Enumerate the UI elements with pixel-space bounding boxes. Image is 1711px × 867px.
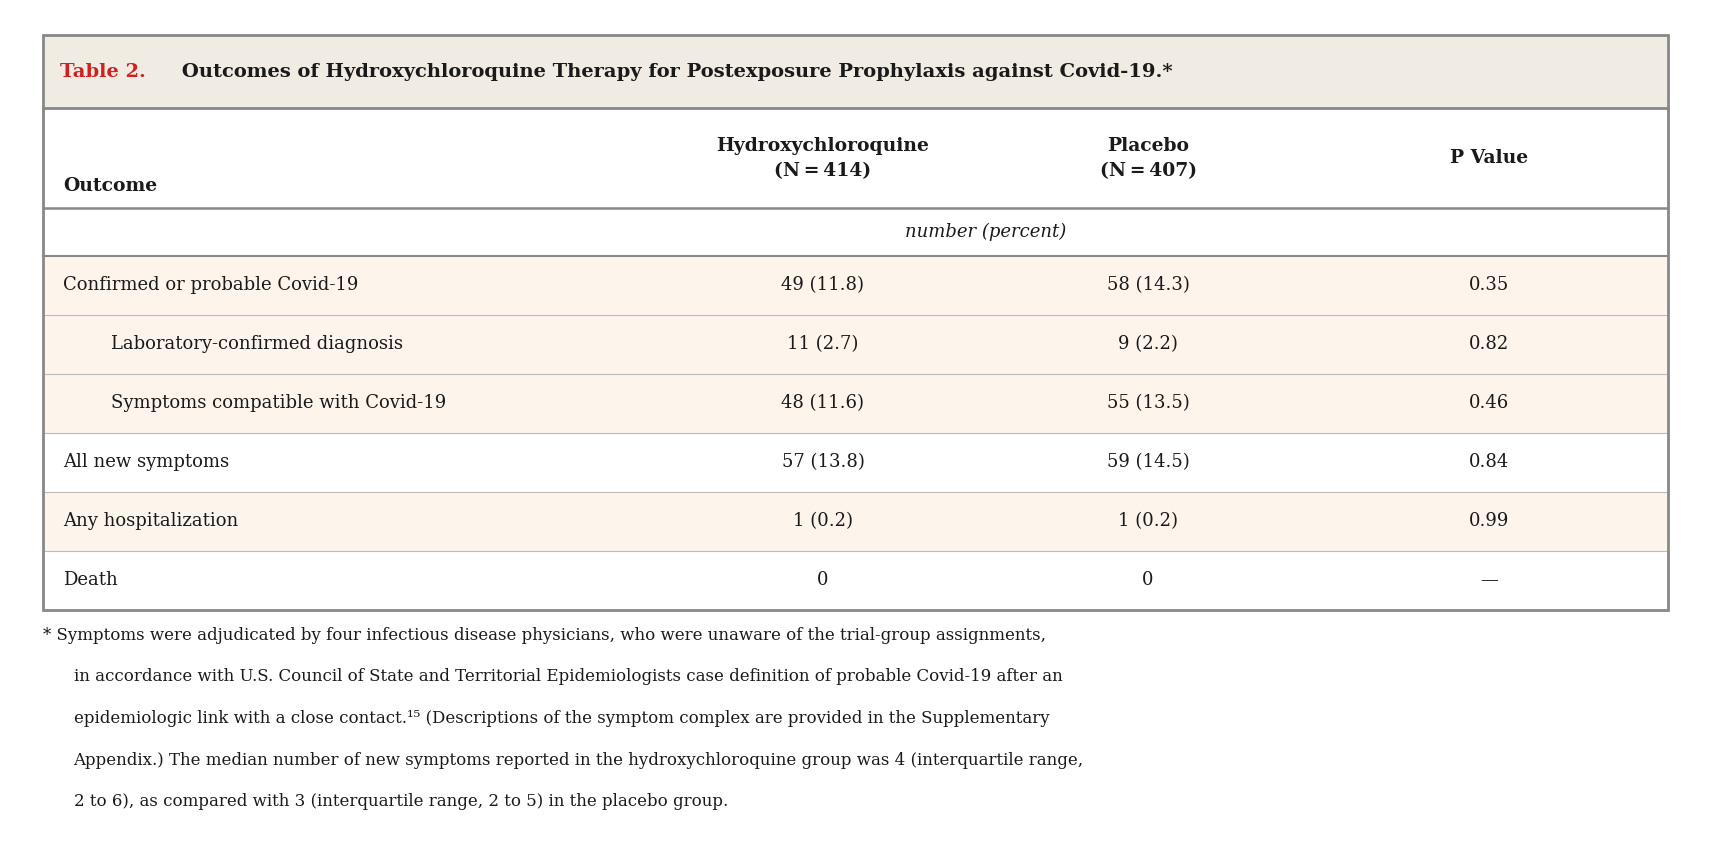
Text: 0.99: 0.99 bbox=[1470, 512, 1509, 530]
Text: —: — bbox=[1480, 571, 1499, 589]
Text: Symptoms compatible with Covid-19: Symptoms compatible with Covid-19 bbox=[111, 394, 447, 412]
Text: number (percent): number (percent) bbox=[905, 223, 1066, 241]
Text: 1 (0.2): 1 (0.2) bbox=[792, 512, 854, 530]
Text: P Value: P Value bbox=[1451, 149, 1528, 167]
Text: 0.35: 0.35 bbox=[1470, 277, 1509, 294]
Bar bbox=[43, 108, 1668, 208]
Text: in accordance with U.S. Council of State and Territorial Epidemiologists case de: in accordance with U.S. Council of State… bbox=[74, 668, 1063, 686]
Bar bbox=[43, 35, 1668, 108]
Text: 2 to 6), as compared with 3 (interquartile range, 2 to 5) in the placebo group.: 2 to 6), as compared with 3 (interquarti… bbox=[74, 793, 727, 811]
Bar bbox=[43, 551, 1668, 610]
Text: 57 (13.8): 57 (13.8) bbox=[782, 453, 864, 471]
Text: Laboratory-confirmed diagnosis: Laboratory-confirmed diagnosis bbox=[111, 336, 404, 353]
Text: 0.46: 0.46 bbox=[1470, 394, 1509, 412]
Text: epidemiologic link with a close contact.¹⁵ (Descriptions of the symptom complex : epidemiologic link with a close contact.… bbox=[74, 710, 1049, 727]
Text: Placebo
(N = 407): Placebo (N = 407) bbox=[1100, 137, 1196, 179]
Text: Death: Death bbox=[63, 571, 118, 589]
Text: 48 (11.6): 48 (11.6) bbox=[782, 394, 864, 412]
Text: 1 (0.2): 1 (0.2) bbox=[1117, 512, 1179, 530]
Bar bbox=[43, 492, 1668, 551]
Text: Appendix.) The median number of new symptoms reported in the hydroxychloroquine : Appendix.) The median number of new symp… bbox=[74, 752, 1083, 769]
Bar bbox=[43, 256, 1668, 315]
Text: 0: 0 bbox=[1143, 571, 1153, 589]
Text: 0.82: 0.82 bbox=[1470, 336, 1509, 353]
Text: Any hospitalization: Any hospitalization bbox=[63, 512, 238, 530]
Text: 49 (11.8): 49 (11.8) bbox=[782, 277, 864, 294]
Bar bbox=[43, 208, 1668, 256]
Text: 0: 0 bbox=[818, 571, 828, 589]
Text: 11 (2.7): 11 (2.7) bbox=[787, 336, 859, 353]
Text: Table 2.: Table 2. bbox=[60, 62, 145, 81]
Text: Confirmed or probable Covid-19: Confirmed or probable Covid-19 bbox=[63, 277, 359, 294]
Text: 59 (14.5): 59 (14.5) bbox=[1107, 453, 1189, 471]
Bar bbox=[43, 315, 1668, 374]
Text: 58 (14.3): 58 (14.3) bbox=[1107, 277, 1189, 294]
Text: Outcomes of Hydroxychloroquine Therapy for Postexposure Prophylaxis against Covi: Outcomes of Hydroxychloroquine Therapy f… bbox=[175, 62, 1172, 81]
Bar bbox=[43, 433, 1668, 492]
Text: All new symptoms: All new symptoms bbox=[63, 453, 229, 471]
Text: 55 (13.5): 55 (13.5) bbox=[1107, 394, 1189, 412]
Text: Hydroxychloroquine
(N = 414): Hydroxychloroquine (N = 414) bbox=[717, 137, 929, 179]
Text: * Symptoms were adjudicated by four infectious disease physicians, who were unaw: * Symptoms were adjudicated by four infe… bbox=[43, 627, 1045, 644]
Text: Outcome: Outcome bbox=[63, 178, 157, 195]
Bar bbox=[43, 35, 1668, 610]
Bar bbox=[43, 374, 1668, 433]
Text: 9 (2.2): 9 (2.2) bbox=[1119, 336, 1177, 353]
Text: 0.84: 0.84 bbox=[1470, 453, 1509, 471]
